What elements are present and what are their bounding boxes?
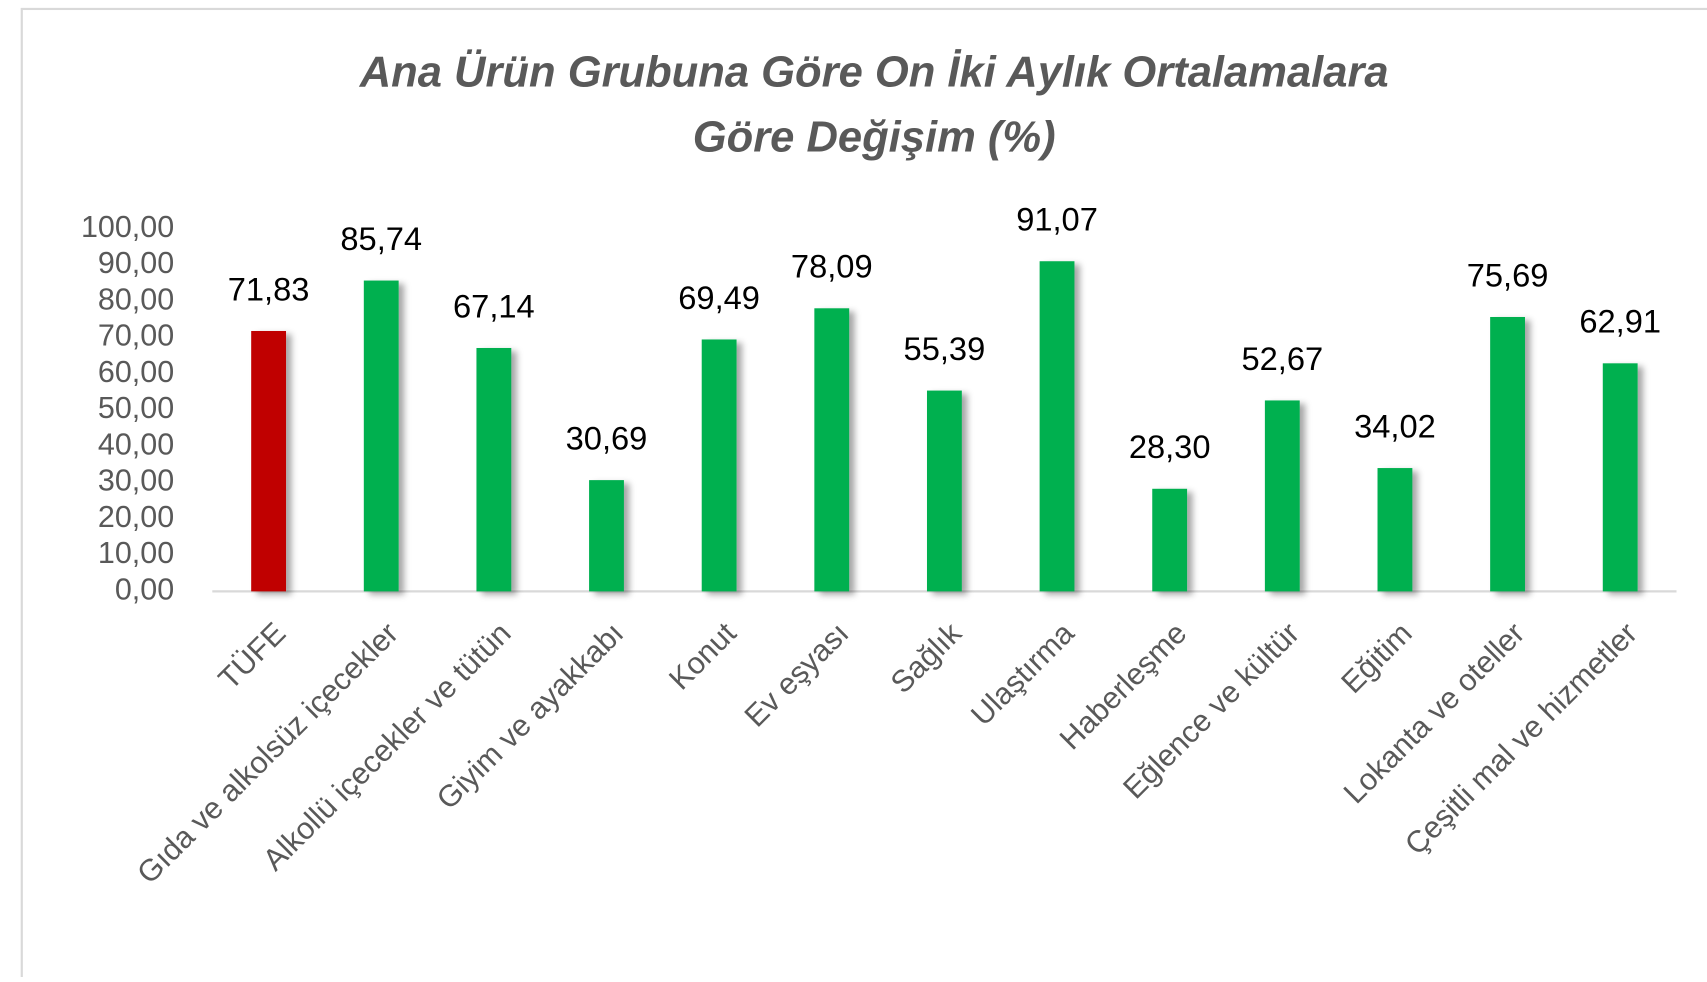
chart-frame — [20, 7, 1707, 982]
bar — [363, 280, 399, 592]
value-label: 28,30 — [1129, 428, 1211, 465]
y-tick-label: 50,00 — [98, 391, 174, 425]
bar — [1152, 488, 1188, 592]
bar — [814, 308, 850, 592]
bar — [251, 330, 287, 592]
value-label: 55,39 — [904, 330, 986, 367]
y-tick-label: 70,00 — [98, 319, 174, 353]
value-label: 75,69 — [1467, 256, 1549, 293]
value-label: 67,14 — [453, 287, 535, 324]
y-tick-label: 80,00 — [98, 282, 174, 316]
value-label: 52,67 — [1241, 340, 1323, 377]
value-label: 34,02 — [1354, 407, 1436, 444]
y-tick-label: 100,00 — [81, 210, 174, 244]
value-label: 78,09 — [791, 248, 873, 285]
bar — [701, 339, 737, 592]
bar — [1264, 400, 1300, 592]
bar — [1490, 316, 1525, 592]
chart-title: Ana Ürün Grubuna Göre On İki Aylık Ortal… — [359, 47, 1389, 161]
y-tick-label: 0,00 — [115, 572, 174, 606]
y-tick-label: 60,00 — [98, 355, 174, 389]
bar — [1039, 261, 1075, 592]
y-tick-label: 20,00 — [98, 500, 174, 534]
value-label: 71,83 — [228, 270, 310, 307]
bar — [926, 390, 962, 592]
bar — [589, 480, 624, 592]
bar — [476, 347, 512, 592]
y-tick-label: 90,00 — [98, 246, 174, 280]
value-label: 30,69 — [566, 420, 648, 457]
bar — [1377, 468, 1413, 592]
y-tick-label: 30,00 — [98, 464, 174, 498]
y-tick-label: 40,00 — [98, 427, 174, 461]
bar — [1602, 363, 1638, 592]
value-label: 62,91 — [1579, 303, 1661, 340]
value-label: 69,49 — [678, 279, 760, 316]
y-tick-label: 10,00 — [98, 536, 174, 570]
value-label: 91,07 — [1016, 201, 1098, 238]
value-label: 85,74 — [340, 220, 422, 257]
title-line: Göre Değişim (%) — [693, 113, 1056, 161]
title-line: Ana Ürün Grubuna Göre On İki Aylık Ortal… — [359, 47, 1389, 96]
